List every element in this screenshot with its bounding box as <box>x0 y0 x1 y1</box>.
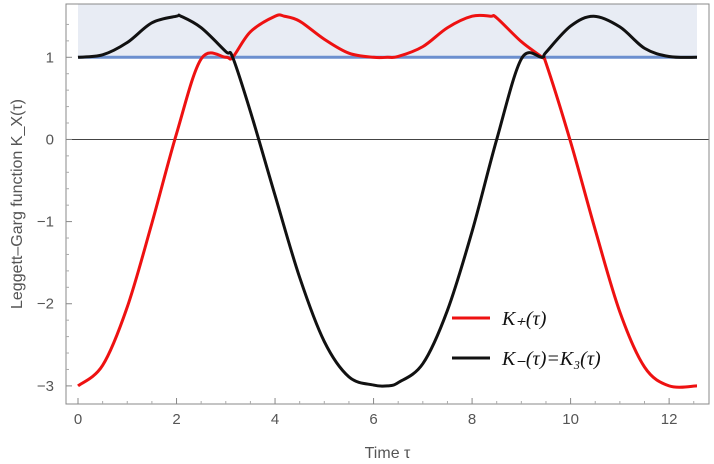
shaded-band-layer <box>78 4 697 58</box>
x-tick-label: 8 <box>468 411 476 428</box>
y-axis-label: Leggett–Garg function K_X(τ) <box>9 99 26 309</box>
series-layer <box>77 13 698 389</box>
y-tick-label: −1 <box>37 214 54 231</box>
reference-lines-layer <box>66 55 709 140</box>
plot-frame <box>65 3 710 405</box>
y-tick-label: −2 <box>37 296 54 313</box>
y-tick-label: −3 <box>37 378 54 395</box>
shaded-band <box>78 4 697 58</box>
series-line-0 <box>77 13 698 389</box>
legend-label-1: K₋(τ)=K₃(τ) <box>501 348 601 370</box>
y-tick-label: 1 <box>46 49 54 66</box>
x-tick-label: 6 <box>369 411 377 428</box>
x-tick-label: 4 <box>271 411 279 428</box>
legend-label-0: K₊(τ) <box>501 308 547 330</box>
ticks-layer: 0 2 4 6 8 10 12 −3 −2 −1 0 1 <box>37 23 695 428</box>
x-tick-label: 10 <box>562 411 579 428</box>
x-axis-label: Time τ <box>365 445 411 462</box>
x-tick-label: 2 <box>172 411 180 428</box>
x-tick-label: 0 <box>74 411 82 428</box>
series-line-1 <box>77 13 698 388</box>
legend: K₊(τ) K₋(τ)=K₃(τ) <box>452 308 601 370</box>
y-tick-label: 0 <box>46 131 54 148</box>
x-tick-label: 12 <box>661 411 678 428</box>
